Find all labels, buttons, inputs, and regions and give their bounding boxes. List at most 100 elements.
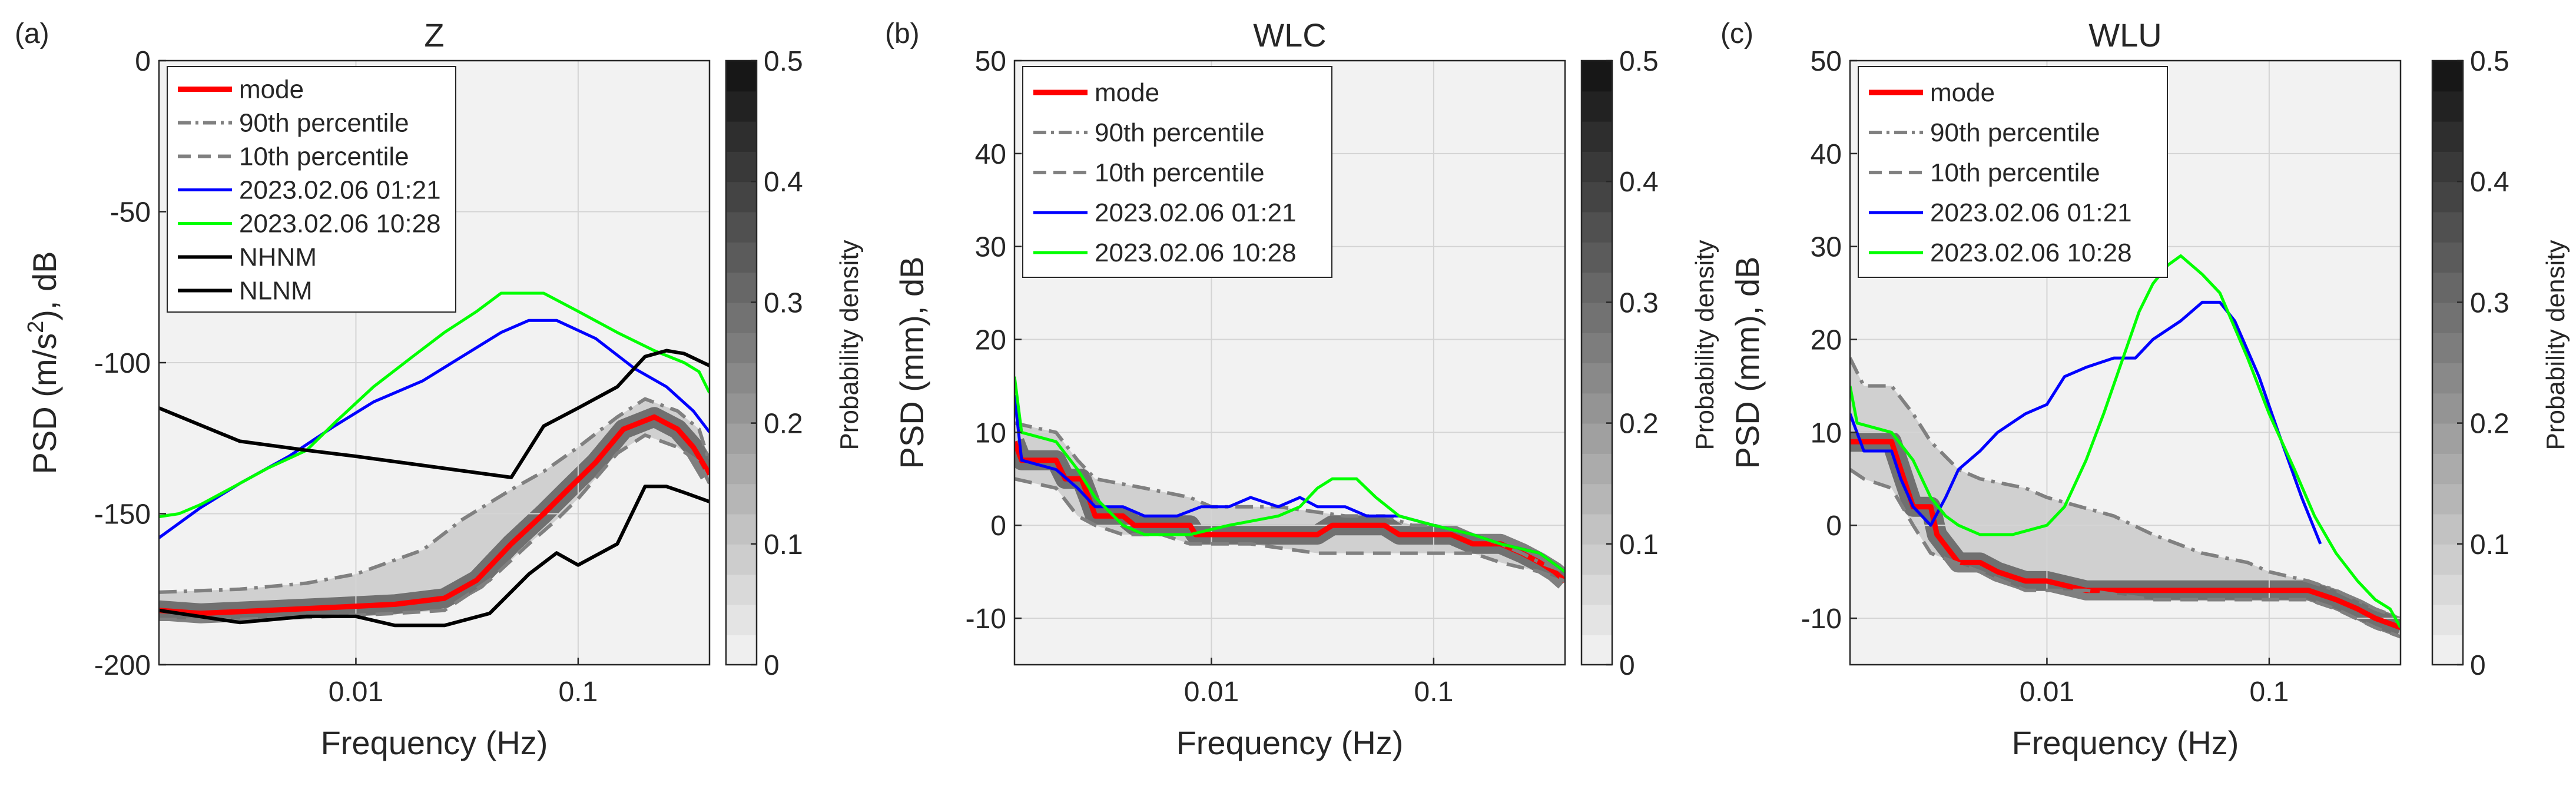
legend-entry: 10th percentile [1930,158,2100,187]
series-line-mode [159,414,710,616]
colorbar-tick-label: 0.1 [1619,529,1659,561]
colorbar-tick-label: 0.2 [764,409,803,440]
colorbar-swatch [2432,574,2463,605]
legend-box [167,66,456,313]
colorbar-swatch [726,61,757,92]
colorbar-swatch [2432,513,2463,545]
series-line-10th-percentile [159,433,710,621]
colorbar-swatch [726,363,757,394]
colorbar-tick-label: 0 [764,650,780,681]
colorbar-swatch [726,121,757,152]
colorbar-swatch [726,302,757,333]
y-tick-label: 40 [1811,139,1842,170]
colorbar-tick-label: 0 [2470,650,2486,681]
series-line-2023-02-06-10-28 [159,291,710,519]
colorbar-swatch [1582,241,1612,273]
colorbar-swatch [726,513,757,545]
y-tick-label: 30 [1811,232,1842,263]
panel-title: Z [424,16,444,54]
colorbar: 0 0.1 0.2 0.3 0.4 0.5 Probability density [2431,46,2570,681]
colorbar-swatch [2432,393,2463,424]
x-tick-label: 0.01 [1184,676,1239,708]
colorbar-swatch [726,604,757,635]
legend: mode 90th percentile 10th percentile 2023.0… [1858,66,2168,278]
colorbar-swatch [1582,604,1612,635]
colorbar-swatch [1582,272,1612,303]
density-band [159,399,710,619]
y-tick-label: 20 [975,325,1006,356]
y-tick-label: 30 [975,232,1006,263]
colorbar-swatch [726,453,757,485]
panel-title: WLC [1253,16,1326,54]
colorbar-tick-label: 0.2 [2470,409,2509,440]
legend-entry: 10th percentile [1095,158,1265,187]
legend-entry: NLNM [239,277,313,306]
series-line-90th-percentile [1850,357,2401,620]
y-tick-label: 40 [975,139,1006,170]
colorbar-swatch [1582,423,1612,454]
colorbar-tick-label: 0.4 [764,167,803,198]
panel-wlc: -10 0 10 20 30 40 50 0.01 0.1 WLC (b) Frequency (Hz… [885,16,1719,761]
colorbar: 0 0.1 0.2 0.3 0.4 0.5 Probability density [725,46,864,681]
series-line-90th-percentile [159,397,710,594]
colorbar-swatch [1582,61,1612,92]
x-axis-label: Frequency (Hz) [321,724,548,761]
colorbar-swatch [2432,604,2463,635]
x-tick-label: 0.1 [559,676,598,708]
series-line-nlnm [159,485,710,628]
legend: mode 90th percentile 10th percentile 2023.0… [167,66,456,313]
y-tick-label: 10 [1811,417,1842,449]
y-tick-label: 20 [1811,325,1842,356]
panel-wlu: -10 0 10 20 30 40 50 0.01 0.1 WLU (c) Frequency (Hz… [1720,16,2570,761]
series-line-2023-02-06-10-28 [1850,254,2401,629]
colorbar-tick-label: 0.3 [2470,287,2509,319]
colorbar-swatch [1582,393,1612,424]
colorbar-swatch [2432,302,2463,333]
legend-entry: mode [239,75,304,104]
colorbar-tick-label: 0.5 [764,46,803,77]
colorbar-tick-label: 0.2 [1619,409,1659,440]
y-axis-label-pre: PSD (m/s [26,333,63,475]
colorbar-swatch [726,241,757,273]
ticks [1850,59,2270,665]
y-tick-label: 0 [990,510,1006,542]
colorbar-swatch [2432,483,2463,515]
axes-box [1013,59,1566,666]
colorbar-box [725,59,758,666]
series-lines [1850,254,2401,639]
colorbar-swatch [1582,634,1612,665]
panel-label: (c) [1720,18,1753,49]
legend-entry: 2023.02.06 10:28 [1095,238,1297,267]
y-tick-label: -100 [94,348,151,379]
colorbar-swatch [1582,453,1612,485]
colorbar-tick-label: 0.4 [2470,167,2509,198]
colorbar-swatch [726,423,757,454]
colorbar-swatch [1582,181,1612,213]
colorbar-swatch [726,332,757,363]
colorbar-swatch [1582,302,1612,333]
colorbar-box [1580,59,1613,666]
legend-entry: 2023.02.06 10:28 [239,210,441,238]
legend-entry: 90th percentile [1095,118,1265,147]
colorbar-swatch [2432,151,2463,183]
colorbar-swatch [1582,574,1612,605]
colorbar-label: Probability density [1690,240,1719,450]
colorbar-swatch [2432,91,2463,122]
y-tick-label: 0 [135,46,151,77]
colorbar-swatch [1582,513,1612,545]
legend-entry: 90th percentile [239,109,409,138]
x-tick-label: 0.01 [329,676,383,708]
colorbar-swatch [726,151,757,183]
colorbar-swatch [2432,453,2463,485]
legend-entry: 2023.02.06 01:21 [1930,198,2132,227]
ticks [159,59,579,666]
y-axis-label-post: ), dB [26,251,63,321]
series-line-10th-percentile [1850,468,2401,639]
colorbar-swatch [726,543,757,575]
colorbar-tick-label: 0.1 [764,529,803,561]
legend-entry: 2023.02.06 10:28 [1930,238,2132,267]
legend-entry: 10th percentile [239,142,409,171]
y-tick-label: 0 [1826,510,1842,542]
colorbar-swatch [1582,483,1612,515]
